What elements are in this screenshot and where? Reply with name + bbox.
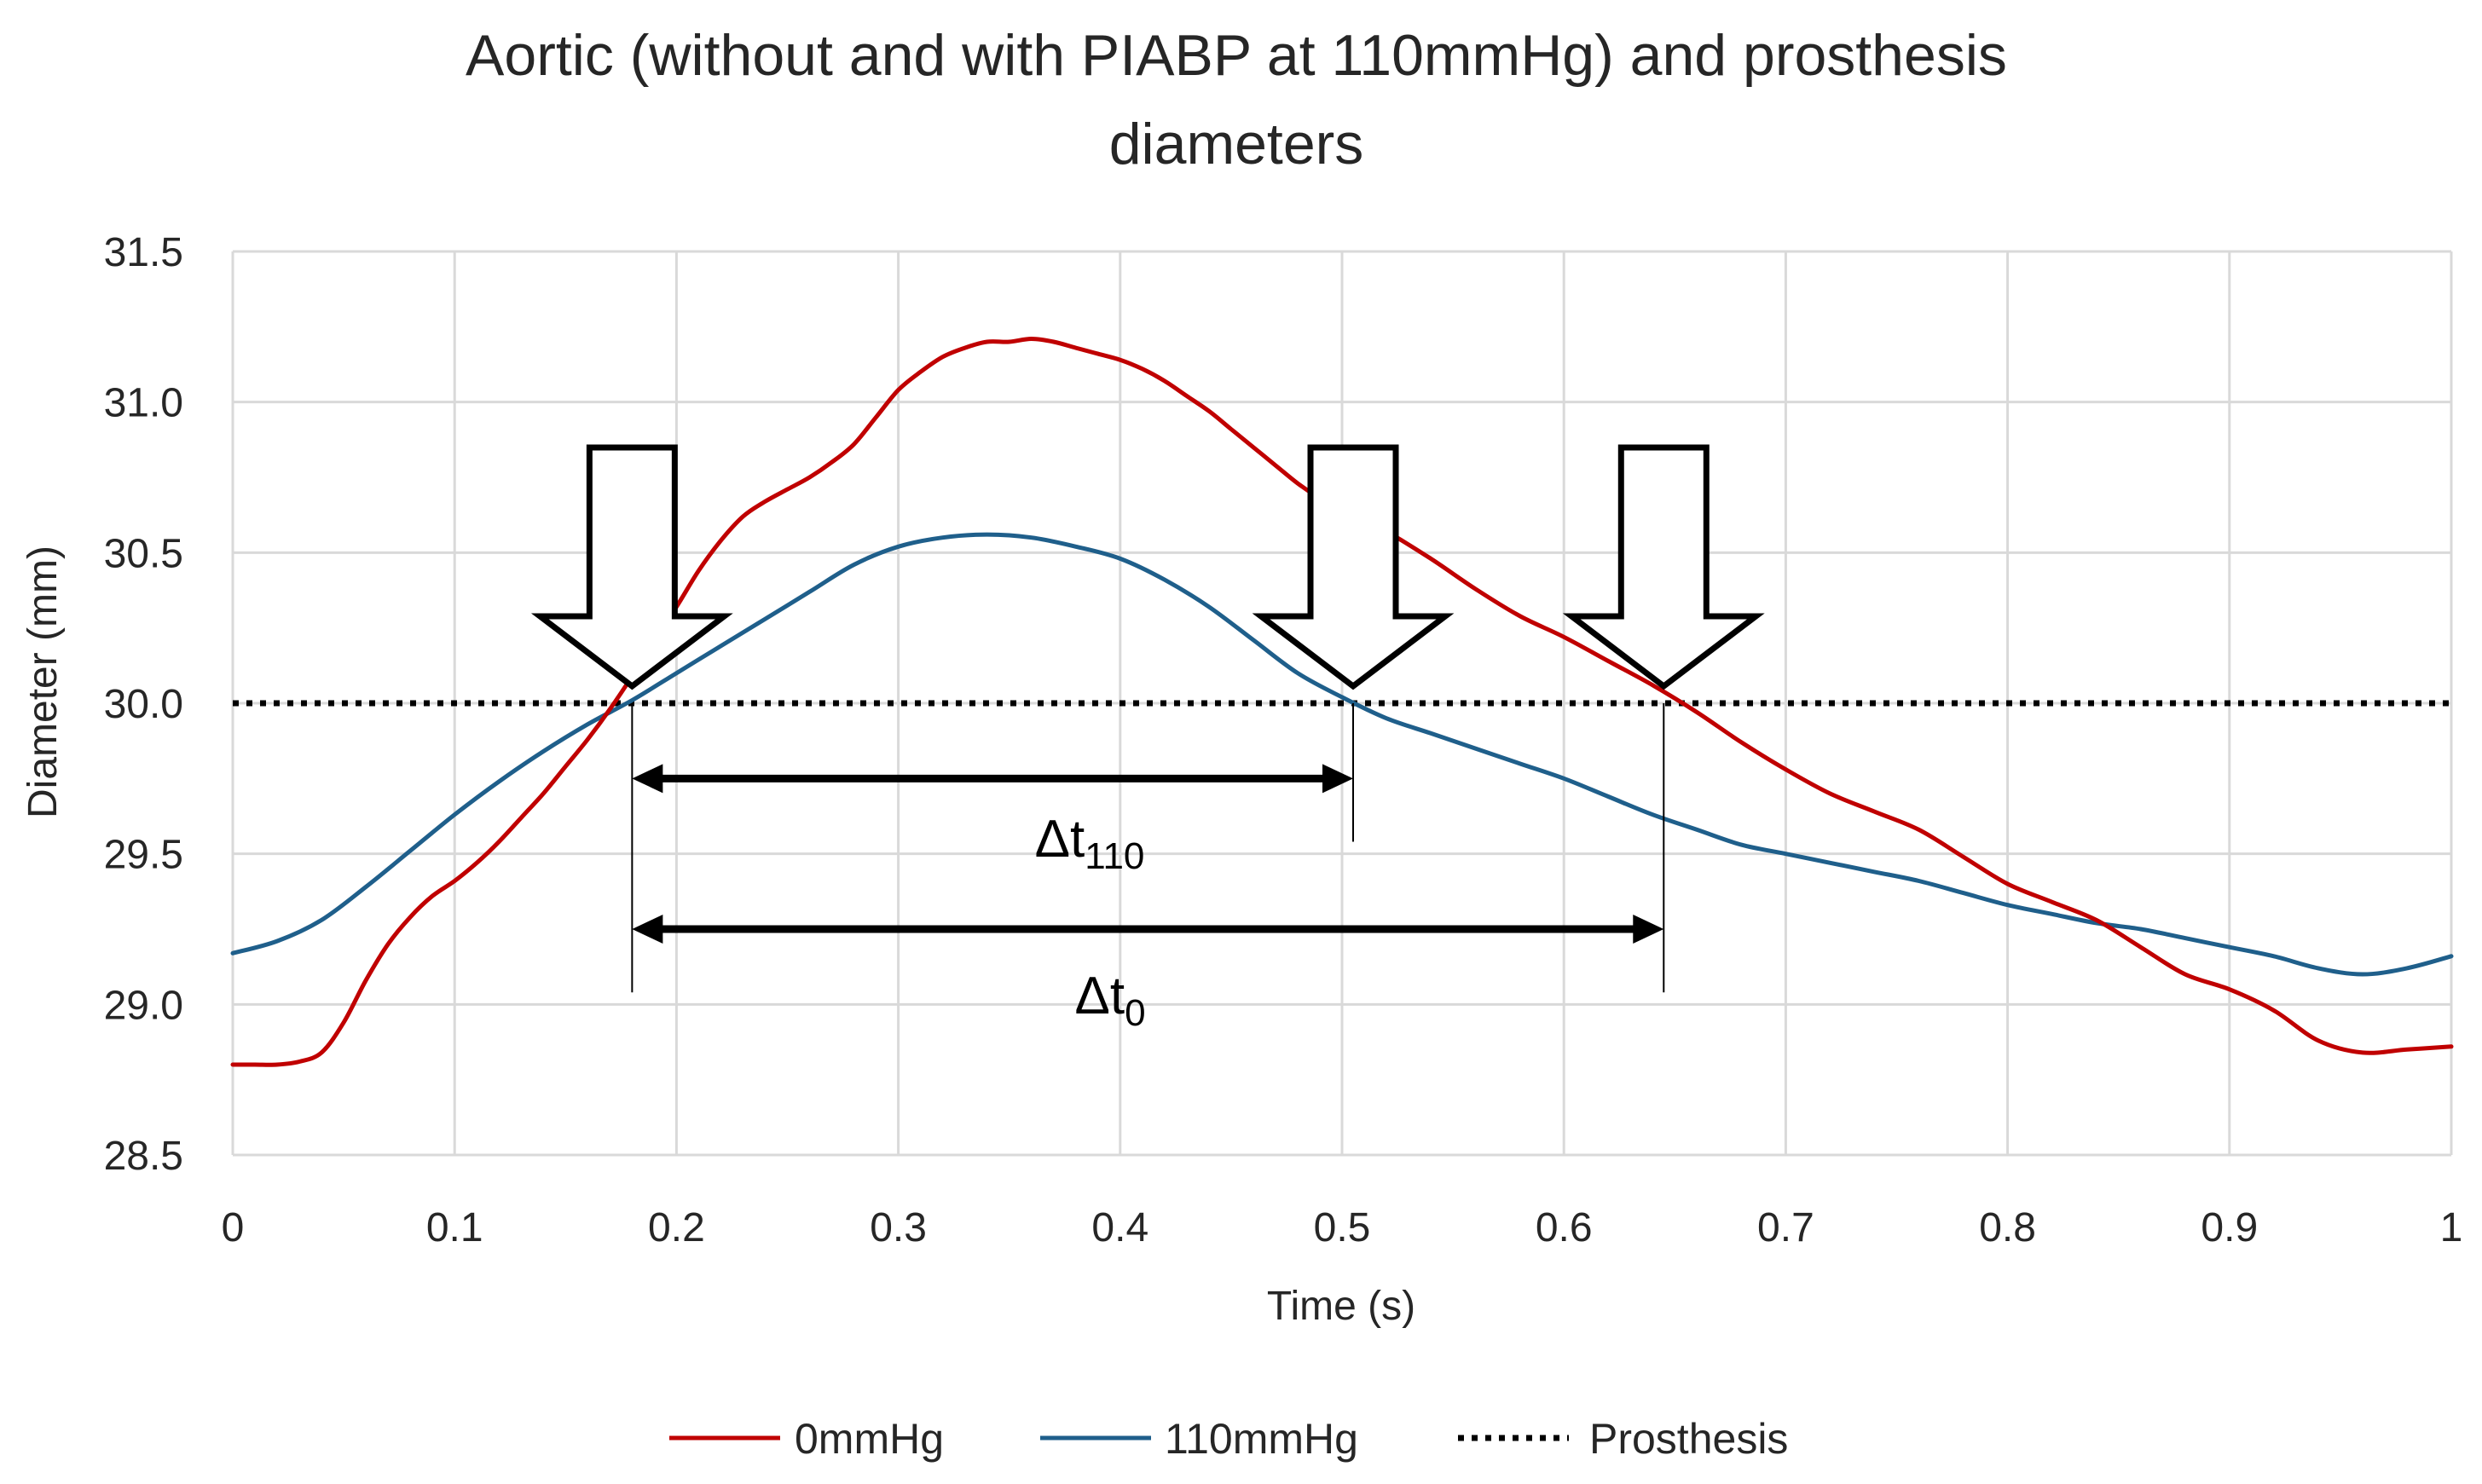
x-tick-label: 0.4 [1091,1205,1148,1250]
delta-0-arrow-head-left [632,915,663,944]
x-tick-label: 0.8 [1979,1205,2036,1250]
down-arrow-marker [1252,444,1455,690]
x-tick-label: 0 [222,1205,245,1250]
y-tick-label: 31.5 [104,230,183,275]
x-tick-labels: 0 0.1 0.2 0.3 0.4 0.5 0.6 0.7 0.8 0.9 1 [222,1205,2463,1250]
y-tick-label: 31.0 [104,381,183,426]
legend: 0mmHg 110mmHg Prosthesis [669,1415,1788,1463]
y-axis-title: Diameter (mm) [20,546,66,818]
y-tick-label: 30.0 [104,682,183,727]
chart-title-line-1: Aortic (without and with PIABP at 110mmH… [466,23,2007,88]
y-tick-label: 29.5 [104,833,183,878]
x-tick-label: 1 [2440,1205,2463,1250]
x-tick-label: 0.1 [426,1205,483,1250]
delta-0-arrow-head-right [1633,915,1664,944]
x-tick-label: 0.3 [870,1205,927,1250]
y-tick-labels: 28.5 29.0 29.5 30.0 30.5 31.0 31.5 [104,230,183,1179]
down-arrow-marker [530,444,733,690]
x-tick-label: 0.2 [648,1205,705,1250]
x-axis-title: Time (s) [1267,1284,1415,1329]
x-tick-label: 0.5 [1314,1205,1371,1250]
y-tick-label: 29.0 [104,983,183,1028]
delta-110-arrow-head-left [632,764,663,794]
annotation-layer: Δt110 Δt0 [530,444,1765,1034]
delta-t-110-label: Δt110 [1035,810,1145,877]
legend-label-0mmhg: 0mmHg [795,1415,944,1463]
series-line-0mmhg [230,337,2454,1067]
legend-label-prosthesis: Prosthesis [1589,1415,1788,1463]
series-layer [230,337,2454,1067]
delta-110-arrow-head-right [1322,764,1354,794]
series-line-110mmhg [230,532,2454,977]
chart-title-line-2: diameters [1109,112,1364,176]
y-tick-label: 28.5 [104,1134,183,1179]
x-tick-label: 0.9 [2201,1205,2258,1250]
delta-t-0-label: Δt0 [1074,967,1145,1034]
down-arrow-marker [1562,444,1765,690]
x-tick-label: 0.6 [1536,1205,1593,1250]
x-tick-label: 0.7 [1757,1205,1814,1250]
gridlines [231,250,2453,1157]
y-tick-label: 30.5 [104,531,183,576]
legend-label-110mmhg: 110mmHg [1165,1415,1358,1463]
